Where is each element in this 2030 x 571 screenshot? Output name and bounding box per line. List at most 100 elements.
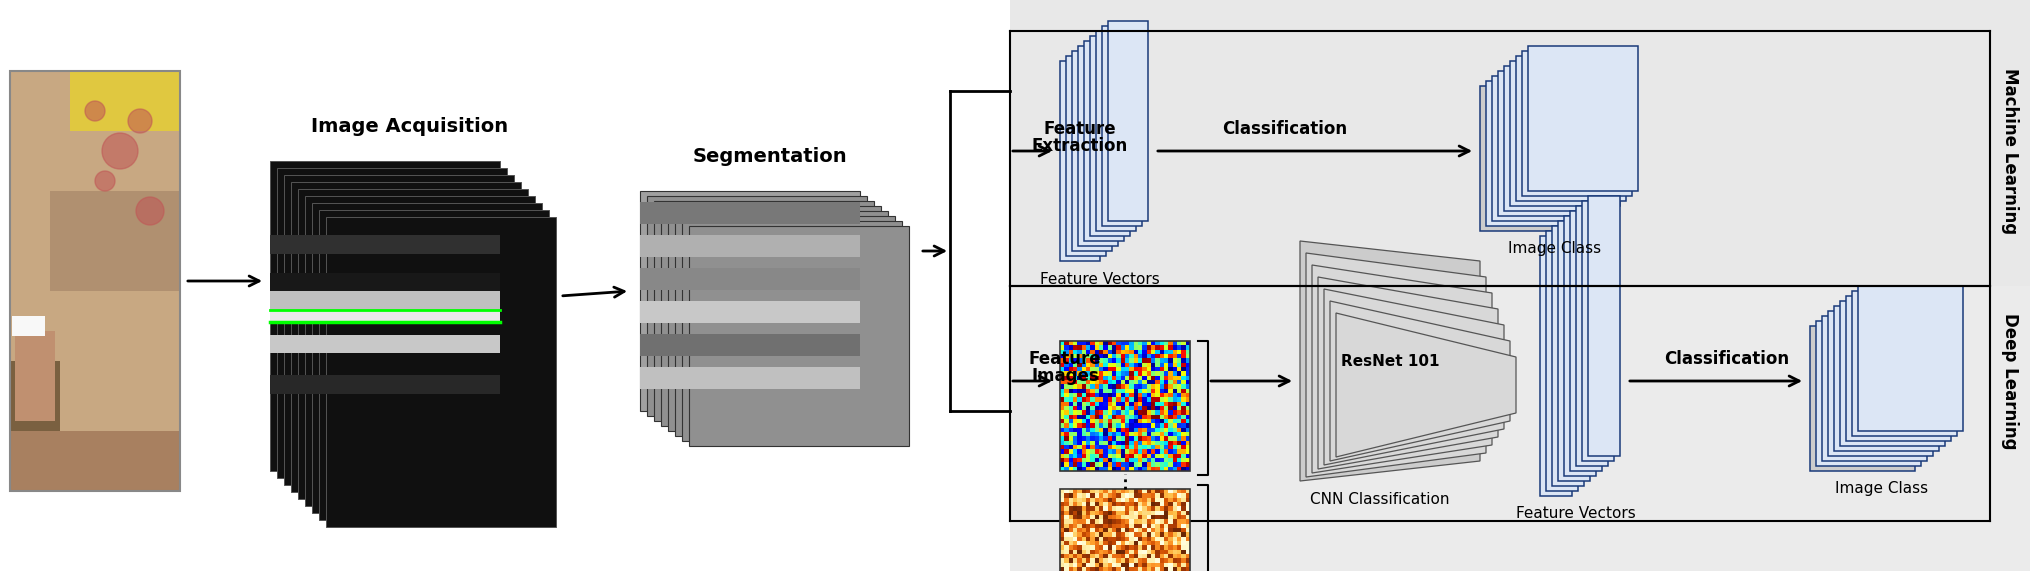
Polygon shape bbox=[51, 191, 181, 291]
Text: Feature: Feature bbox=[1029, 350, 1102, 368]
Polygon shape bbox=[1486, 81, 1596, 226]
Polygon shape bbox=[276, 168, 508, 478]
Polygon shape bbox=[270, 235, 499, 254]
Polygon shape bbox=[1529, 46, 1638, 191]
Polygon shape bbox=[69, 71, 181, 131]
Polygon shape bbox=[1516, 56, 1626, 201]
Circle shape bbox=[95, 171, 116, 191]
Polygon shape bbox=[639, 301, 861, 323]
Polygon shape bbox=[270, 304, 499, 322]
Polygon shape bbox=[1541, 236, 1571, 496]
Polygon shape bbox=[270, 161, 499, 471]
Polygon shape bbox=[1839, 301, 1945, 446]
Polygon shape bbox=[1305, 253, 1486, 477]
Polygon shape bbox=[1311, 265, 1492, 473]
Polygon shape bbox=[12, 316, 45, 336]
Text: Images: Images bbox=[1031, 367, 1098, 385]
Polygon shape bbox=[1851, 291, 1957, 436]
Polygon shape bbox=[1011, 0, 2030, 286]
Polygon shape bbox=[1557, 221, 1589, 481]
Polygon shape bbox=[270, 375, 499, 393]
Polygon shape bbox=[1833, 306, 1939, 451]
Polygon shape bbox=[1480, 86, 1589, 231]
Text: Machine Learning: Machine Learning bbox=[2002, 68, 2020, 234]
Polygon shape bbox=[1522, 51, 1632, 196]
Circle shape bbox=[102, 133, 138, 169]
Text: Classification: Classification bbox=[1222, 120, 1348, 138]
Text: Image Acquisition: Image Acquisition bbox=[311, 116, 510, 135]
Polygon shape bbox=[14, 331, 55, 421]
Polygon shape bbox=[688, 226, 909, 446]
Polygon shape bbox=[1823, 316, 1926, 461]
Polygon shape bbox=[1330, 301, 1510, 461]
Polygon shape bbox=[284, 175, 514, 485]
Polygon shape bbox=[1569, 211, 1602, 471]
Polygon shape bbox=[676, 216, 895, 436]
Polygon shape bbox=[1510, 61, 1620, 206]
Circle shape bbox=[85, 101, 106, 121]
Text: Feature: Feature bbox=[1043, 120, 1117, 138]
Text: Extraction: Extraction bbox=[1031, 137, 1129, 155]
Polygon shape bbox=[639, 334, 861, 356]
Polygon shape bbox=[1811, 326, 1914, 471]
Polygon shape bbox=[648, 196, 867, 416]
Polygon shape bbox=[10, 71, 181, 491]
Polygon shape bbox=[639, 202, 861, 224]
Polygon shape bbox=[1072, 51, 1112, 251]
Polygon shape bbox=[270, 272, 499, 291]
Circle shape bbox=[128, 109, 152, 133]
Polygon shape bbox=[1096, 31, 1137, 231]
Text: CNN Classification: CNN Classification bbox=[1309, 492, 1449, 506]
Polygon shape bbox=[298, 189, 528, 499]
Polygon shape bbox=[1504, 66, 1614, 211]
Polygon shape bbox=[1324, 289, 1504, 465]
Polygon shape bbox=[1563, 216, 1596, 476]
Polygon shape bbox=[1575, 206, 1608, 466]
Polygon shape bbox=[1102, 26, 1143, 226]
Polygon shape bbox=[1581, 201, 1614, 461]
Polygon shape bbox=[1553, 226, 1583, 486]
Polygon shape bbox=[662, 206, 881, 426]
Polygon shape bbox=[654, 201, 875, 421]
Polygon shape bbox=[1317, 277, 1498, 469]
Polygon shape bbox=[639, 191, 861, 411]
Polygon shape bbox=[1817, 321, 1920, 466]
Polygon shape bbox=[290, 182, 522, 492]
Text: Feature Vectors: Feature Vectors bbox=[1516, 506, 1636, 521]
Polygon shape bbox=[1066, 56, 1106, 256]
Polygon shape bbox=[319, 210, 548, 520]
Polygon shape bbox=[1011, 286, 2030, 571]
Circle shape bbox=[136, 197, 164, 225]
Text: Image Class: Image Class bbox=[1508, 242, 1602, 256]
Polygon shape bbox=[270, 335, 499, 353]
Text: ResNet 101: ResNet 101 bbox=[1340, 353, 1439, 368]
Polygon shape bbox=[313, 203, 542, 513]
Polygon shape bbox=[639, 367, 861, 389]
Polygon shape bbox=[1060, 61, 1100, 261]
Polygon shape bbox=[1336, 313, 1516, 457]
Polygon shape bbox=[10, 431, 181, 491]
Text: Image Class: Image Class bbox=[1835, 481, 1928, 497]
Polygon shape bbox=[1587, 196, 1620, 456]
Polygon shape bbox=[1827, 311, 1933, 456]
Polygon shape bbox=[1299, 241, 1480, 481]
Polygon shape bbox=[1090, 36, 1131, 236]
Polygon shape bbox=[668, 211, 887, 431]
Polygon shape bbox=[639, 235, 861, 257]
Polygon shape bbox=[1547, 231, 1577, 491]
Polygon shape bbox=[1845, 296, 1951, 441]
Polygon shape bbox=[1084, 41, 1125, 241]
Polygon shape bbox=[304, 196, 536, 506]
Polygon shape bbox=[1078, 46, 1119, 246]
Polygon shape bbox=[327, 217, 556, 527]
Polygon shape bbox=[270, 291, 499, 310]
Text: Feature Vectors: Feature Vectors bbox=[1039, 271, 1159, 287]
Polygon shape bbox=[1498, 71, 1608, 216]
Polygon shape bbox=[1857, 286, 1963, 431]
Polygon shape bbox=[1492, 76, 1602, 221]
Polygon shape bbox=[639, 268, 861, 290]
Text: Segmentation: Segmentation bbox=[692, 147, 847, 166]
Polygon shape bbox=[10, 361, 61, 491]
Polygon shape bbox=[1108, 21, 1149, 221]
Polygon shape bbox=[682, 221, 901, 441]
